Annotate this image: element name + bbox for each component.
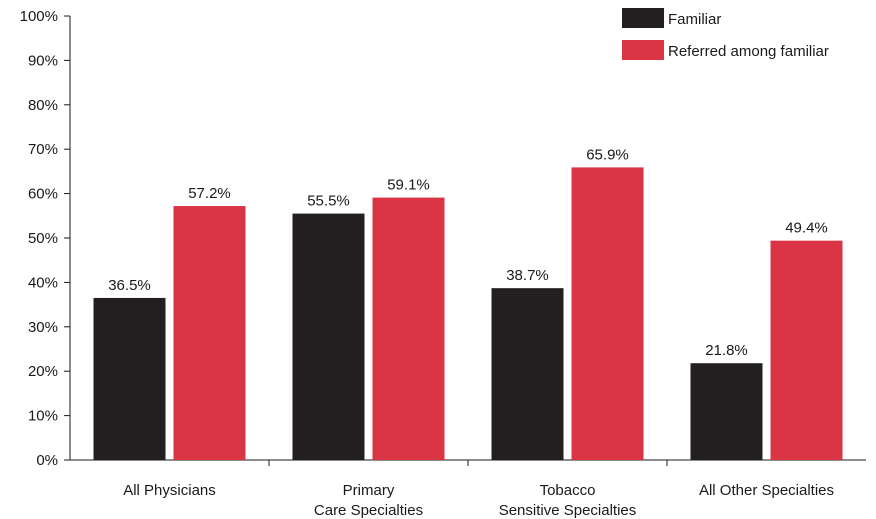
category-label: Care Specialties bbox=[314, 502, 423, 519]
bar bbox=[93, 297, 166, 460]
category-label: Primary bbox=[343, 482, 395, 499]
x-axis: All Physicians Primary Care Specialties Tob… bbox=[70, 459, 866, 519]
y-tick-label: 90% bbox=[28, 52, 58, 69]
bar-value-label: 55.5% bbox=[307, 193, 350, 210]
legend-label: Referred among familiar bbox=[668, 43, 829, 60]
bar bbox=[770, 240, 843, 460]
legend-swatch bbox=[622, 8, 664, 28]
y-tick-label: 60% bbox=[28, 186, 58, 203]
bar bbox=[491, 288, 564, 460]
category-label: All Physicians bbox=[123, 482, 216, 499]
bar bbox=[372, 197, 445, 460]
bar-value-label: 59.1% bbox=[387, 177, 430, 194]
bar bbox=[292, 213, 365, 460]
y-tick-label: 30% bbox=[28, 319, 58, 336]
bar-value-label: 57.2% bbox=[188, 185, 231, 202]
y-tick-label: 40% bbox=[28, 274, 58, 291]
category-label: Tobacco bbox=[540, 482, 596, 499]
y-tick-label: 20% bbox=[28, 363, 58, 380]
bar-series bbox=[93, 167, 843, 461]
y-tick-label: 80% bbox=[28, 97, 58, 114]
bar bbox=[690, 363, 763, 460]
bar-value-label: 38.7% bbox=[506, 267, 549, 284]
y-tick-label: 50% bbox=[28, 230, 58, 247]
bar-value-label: 65.9% bbox=[586, 146, 629, 163]
bar-value-label: 49.4% bbox=[785, 220, 828, 237]
legend-label: Familiar bbox=[668, 11, 721, 28]
bar bbox=[173, 206, 246, 460]
y-tick-label: 100% bbox=[20, 8, 58, 25]
y-tick-label: 70% bbox=[28, 141, 58, 158]
y-axis: 0% 10% 20% 30% 40% 50% 60% 70% 80% 90% 100% bbox=[20, 8, 71, 469]
y-tick-label: 10% bbox=[28, 408, 58, 425]
data-labels: 36.5% 57.2% 55.5% 59.1% 38.7% 65.9% 21.8% 49.4% bbox=[108, 146, 828, 359]
bar-value-label: 36.5% bbox=[108, 277, 151, 294]
legend-swatch bbox=[622, 40, 664, 60]
bar-value-label: 21.8% bbox=[705, 342, 748, 359]
y-tick-label: 0% bbox=[36, 452, 58, 469]
category-label: All Other Specialties bbox=[699, 482, 834, 499]
legend: Familiar Referred among familiar bbox=[622, 8, 829, 60]
bar bbox=[571, 167, 644, 461]
category-label: Sensitive Specialties bbox=[499, 502, 637, 519]
